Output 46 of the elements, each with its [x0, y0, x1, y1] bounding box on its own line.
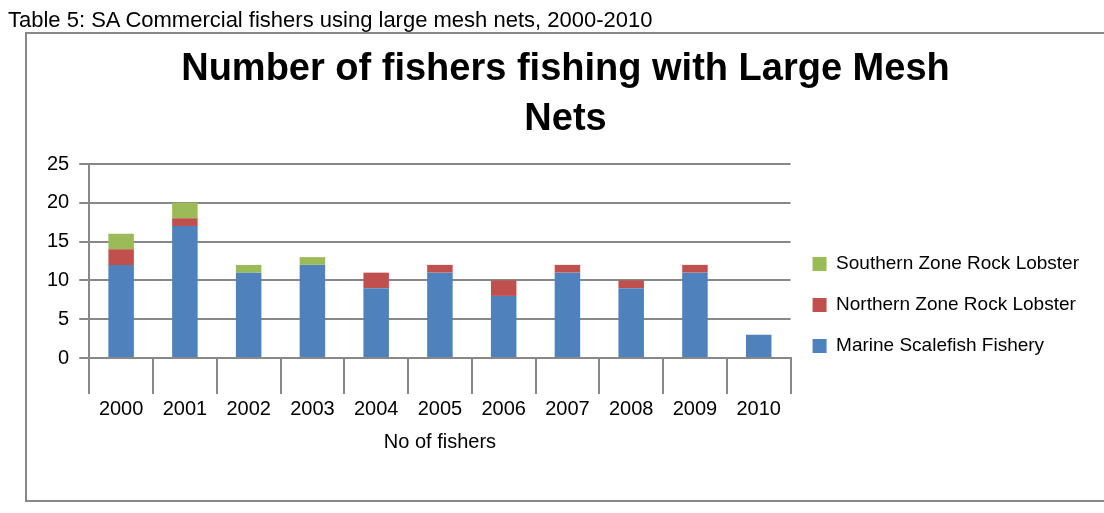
x-tick-label: 2009	[672, 396, 718, 419]
bar	[172, 218, 198, 227]
x-tick-label: 2010	[736, 396, 781, 419]
bar	[108, 249, 134, 265]
bar	[235, 272, 262, 357]
x-tick-label: 2005	[417, 396, 463, 419]
x-tick-label: 2004	[353, 396, 399, 419]
bar	[235, 264, 262, 273]
x-tick-label: 2006	[481, 396, 526, 419]
bar	[299, 257, 326, 265]
bar	[108, 233, 134, 250]
legend-label: Northern Zone Rock Lobster	[836, 293, 1077, 315]
x-tick-label: 2000	[98, 396, 144, 419]
bar	[490, 280, 517, 296]
bar	[172, 226, 198, 357]
x-tick-label: 2008	[608, 396, 654, 419]
legend-label: Marine Scalefish Fishery	[836, 334, 1045, 356]
bar	[682, 272, 708, 357]
legend-label: Southern Zone Rock Lobster	[836, 252, 1080, 274]
bar	[554, 272, 581, 357]
x-tick-label: 2007	[545, 396, 590, 419]
x-tick-label: 2002	[226, 396, 271, 419]
caption: Table 5: SA Commercial fishers using large mesh nets, 2000-2010	[8, 7, 653, 32]
chart-title: Number of fishers fishing with Large Mesh Nets	[180, 45, 951, 140]
y-tick-label: 15	[47, 229, 70, 252]
y-tick-label: 10	[47, 267, 70, 290]
x-tick-label: 2003	[290, 396, 335, 419]
y-tick-label: 20	[47, 190, 70, 213]
bar	[427, 272, 453, 357]
bar	[682, 264, 708, 273]
bar	[745, 334, 772, 357]
bar	[490, 295, 517, 357]
bar	[363, 272, 389, 289]
y-tick-label: 0	[58, 345, 70, 368]
y-tick-label: 25	[47, 151, 70, 174]
bar	[108, 264, 134, 357]
bar	[618, 288, 644, 357]
bar	[172, 202, 198, 219]
x-tick-label: 2001	[162, 396, 208, 419]
bar	[363, 288, 389, 357]
bar	[427, 264, 453, 273]
x-axis-title: No of fishers	[383, 429, 497, 452]
bar	[618, 280, 644, 289]
y-tick-label: 5	[58, 306, 70, 329]
bar	[554, 264, 581, 273]
bar	[299, 264, 326, 357]
